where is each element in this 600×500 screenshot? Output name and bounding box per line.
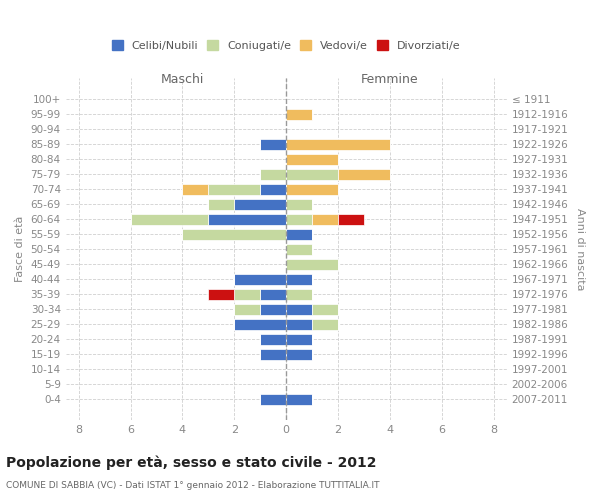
Bar — [312, 304, 338, 314]
Bar — [286, 349, 312, 360]
Bar — [208, 289, 235, 300]
Bar — [208, 214, 286, 224]
Bar — [338, 214, 364, 224]
Bar — [286, 109, 312, 120]
Bar — [182, 229, 286, 239]
Bar — [235, 304, 260, 314]
Bar — [260, 289, 286, 300]
Bar — [286, 184, 338, 194]
Bar — [312, 214, 338, 224]
Bar — [182, 184, 208, 194]
Text: COMUNE DI SABBIA (VC) - Dati ISTAT 1° gennaio 2012 - Elaborazione TUTTITALIA.IT: COMUNE DI SABBIA (VC) - Dati ISTAT 1° ge… — [6, 480, 380, 490]
Bar — [260, 394, 286, 404]
Bar — [286, 289, 312, 300]
Bar — [312, 319, 338, 330]
Bar — [260, 349, 286, 360]
Bar — [286, 334, 312, 344]
Bar — [286, 319, 312, 330]
Bar — [260, 304, 286, 314]
Bar — [286, 274, 312, 284]
Bar — [286, 229, 312, 239]
Bar — [235, 199, 286, 209]
Bar — [286, 304, 312, 314]
Bar — [286, 394, 312, 404]
Bar — [208, 199, 235, 209]
Bar — [286, 139, 390, 149]
Y-axis label: Fasce di età: Fasce di età — [15, 216, 25, 282]
Bar — [260, 139, 286, 149]
Bar — [260, 334, 286, 344]
Bar — [131, 214, 208, 224]
Bar — [286, 259, 338, 270]
Bar — [260, 184, 286, 194]
Y-axis label: Anni di nascita: Anni di nascita — [575, 208, 585, 290]
Text: Maschi: Maschi — [161, 73, 204, 86]
Bar — [235, 289, 260, 300]
Legend: Celibi/Nubili, Coniugati/e, Vedovi/e, Divorziati/e: Celibi/Nubili, Coniugati/e, Vedovi/e, Di… — [107, 36, 465, 56]
Bar — [286, 169, 338, 179]
Text: Popolazione per età, sesso e stato civile - 2012: Popolazione per età, sesso e stato civil… — [6, 456, 377, 470]
Bar — [235, 274, 286, 284]
Bar — [286, 199, 312, 209]
Bar — [286, 154, 338, 164]
Bar — [208, 184, 260, 194]
Text: Femmine: Femmine — [361, 73, 419, 86]
Bar — [235, 319, 286, 330]
Bar — [286, 244, 312, 254]
Bar — [286, 214, 312, 224]
Bar — [260, 169, 286, 179]
Bar — [338, 169, 390, 179]
